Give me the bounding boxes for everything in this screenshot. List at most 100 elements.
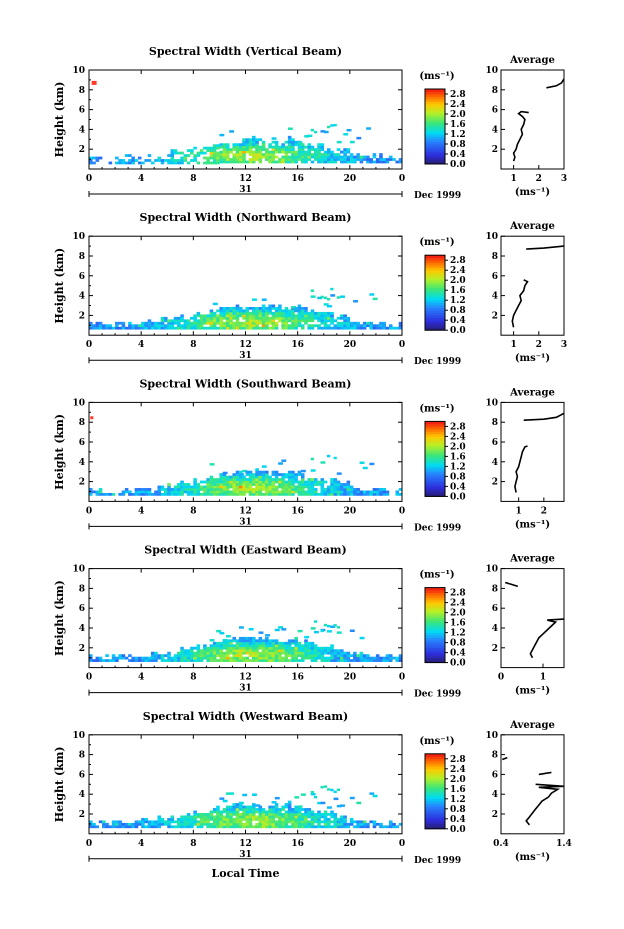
heatmap-cell xyxy=(278,485,282,489)
heatmap-cell xyxy=(287,488,292,491)
heatmap-cell xyxy=(369,490,373,494)
heatmap-cell xyxy=(333,820,338,824)
heatmap-cell xyxy=(242,158,246,161)
heatmap-cell xyxy=(180,159,184,162)
heatmap-cell xyxy=(255,492,259,496)
heatmap-cell xyxy=(336,825,341,829)
heatmap-cell xyxy=(297,145,302,149)
heatmap-cell xyxy=(300,319,305,323)
x-tick-label: 0 xyxy=(86,673,92,683)
heatmap-cell xyxy=(206,490,210,494)
x-tick-label: 12 xyxy=(239,174,252,184)
heatmap-cell xyxy=(340,150,344,154)
heatmap-cell xyxy=(313,478,318,481)
heatmap-cell xyxy=(209,822,214,826)
heatmap-cell xyxy=(222,145,227,149)
heatmap-cell xyxy=(320,148,325,151)
heatmap-cell xyxy=(222,646,227,650)
heatmap-cell xyxy=(209,644,214,648)
heatmap-cell xyxy=(248,805,253,809)
heatmap-cell xyxy=(310,478,315,481)
colorbar-segment xyxy=(425,753,445,757)
heatmap-cell xyxy=(340,314,344,318)
heatmap-cell xyxy=(222,638,228,642)
heatmap-cell xyxy=(252,145,256,149)
heatmap-cell xyxy=(336,485,341,489)
heatmap-cell xyxy=(242,324,246,328)
heatmap-cell xyxy=(327,311,331,315)
heatmap-cell xyxy=(121,161,126,165)
heatmap-cell xyxy=(291,150,295,154)
heatmap-cell xyxy=(118,820,122,824)
heatmap-cell xyxy=(291,470,295,474)
heatmap-cell xyxy=(323,321,328,325)
heatmap-cell xyxy=(300,150,305,154)
heatmap-cell xyxy=(271,478,276,481)
heatmap-cell xyxy=(232,822,237,826)
heatmap-cell xyxy=(147,319,152,323)
heatmap-cell xyxy=(212,316,217,320)
heatmap-cell xyxy=(167,651,171,655)
heatmap-cell xyxy=(281,808,285,811)
heatmap-cell xyxy=(219,319,223,323)
heatmap-cell xyxy=(128,154,132,157)
heatmap-cell xyxy=(356,822,360,826)
heatmap-cell xyxy=(212,815,217,819)
heatmap-cell xyxy=(278,654,282,658)
heatmap-cell xyxy=(271,801,277,804)
heatmap-cell xyxy=(284,815,289,819)
colorbar-segment xyxy=(425,461,445,465)
heatmap-cell xyxy=(287,148,292,151)
heatmap-cell xyxy=(229,316,233,320)
heatmap-cell xyxy=(95,659,100,662)
heatmap-cell xyxy=(271,656,276,660)
heatmap-cell xyxy=(222,143,227,147)
colorbar-segment xyxy=(425,136,445,140)
profile-y-tick-label: 4 xyxy=(492,292,498,302)
heatmap-cell xyxy=(248,321,253,325)
heatmap-cell xyxy=(388,820,393,824)
heatmap-cell xyxy=(167,154,171,157)
heatmap-cell xyxy=(281,148,285,151)
colorbar-tick-label: 2.0 xyxy=(450,775,466,785)
heatmap-cell xyxy=(235,314,240,318)
heatmap-cell xyxy=(349,629,355,633)
profile-y-tick-label: 4 xyxy=(492,458,498,468)
y-tick-label: 10 xyxy=(72,565,85,575)
heatmap-cell xyxy=(372,825,377,829)
heatmap-cell xyxy=(216,492,220,496)
colorbar-segment xyxy=(425,305,445,309)
colorbar-segment xyxy=(425,771,445,775)
heatmap-cell xyxy=(261,813,266,816)
heatmap-cell xyxy=(346,651,351,655)
heatmap-cell xyxy=(252,321,256,325)
heatmap-cell xyxy=(310,469,316,472)
heatmap-cell xyxy=(274,492,279,496)
heatmap-cell xyxy=(287,135,292,139)
heatmap-cell xyxy=(388,326,393,330)
colorbar-tick-label: 2.8 xyxy=(450,589,466,599)
heatmap-cell xyxy=(278,822,282,826)
heatmap-cell xyxy=(242,155,246,159)
y-tick-label: 4 xyxy=(79,292,85,302)
heatmap-cell xyxy=(379,492,383,496)
profile-y-tick-label: 8 xyxy=(492,86,498,96)
heatmap-cell xyxy=(252,319,256,323)
colorbar-segment xyxy=(425,315,445,319)
heatmap-cell xyxy=(186,485,191,489)
heatmap-cell xyxy=(216,654,220,658)
heatmap-cell xyxy=(242,316,246,320)
heatmap-cell xyxy=(137,659,142,662)
heatmap-cell xyxy=(258,483,263,486)
y-tick-label: 8 xyxy=(79,584,85,594)
heatmap-cell xyxy=(238,651,243,655)
heatmap-cell xyxy=(160,159,165,162)
heatmap-cell xyxy=(216,820,220,824)
colorbar-tick-label: 0.0 xyxy=(450,326,466,336)
heatmap-cell xyxy=(229,480,233,484)
heatmap-cell xyxy=(323,488,328,491)
heatmap-cell xyxy=(291,326,295,330)
colorbar-tick-label: 2.4 xyxy=(450,100,466,110)
heatmap-cell xyxy=(190,488,194,491)
heatmap-cell xyxy=(183,659,188,662)
